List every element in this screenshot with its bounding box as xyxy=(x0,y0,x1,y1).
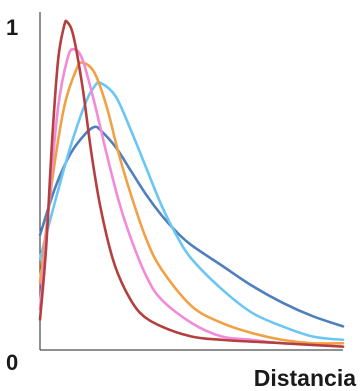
y-tick-label-max: 1 xyxy=(6,15,18,40)
series-line-4 xyxy=(40,49,343,346)
series-group xyxy=(40,21,343,347)
series-line-2 xyxy=(40,82,343,340)
series-line-1 xyxy=(40,127,343,327)
y-tick-label-min: 0 xyxy=(6,350,18,375)
x-axis-label: Distancia xyxy=(254,365,356,391)
